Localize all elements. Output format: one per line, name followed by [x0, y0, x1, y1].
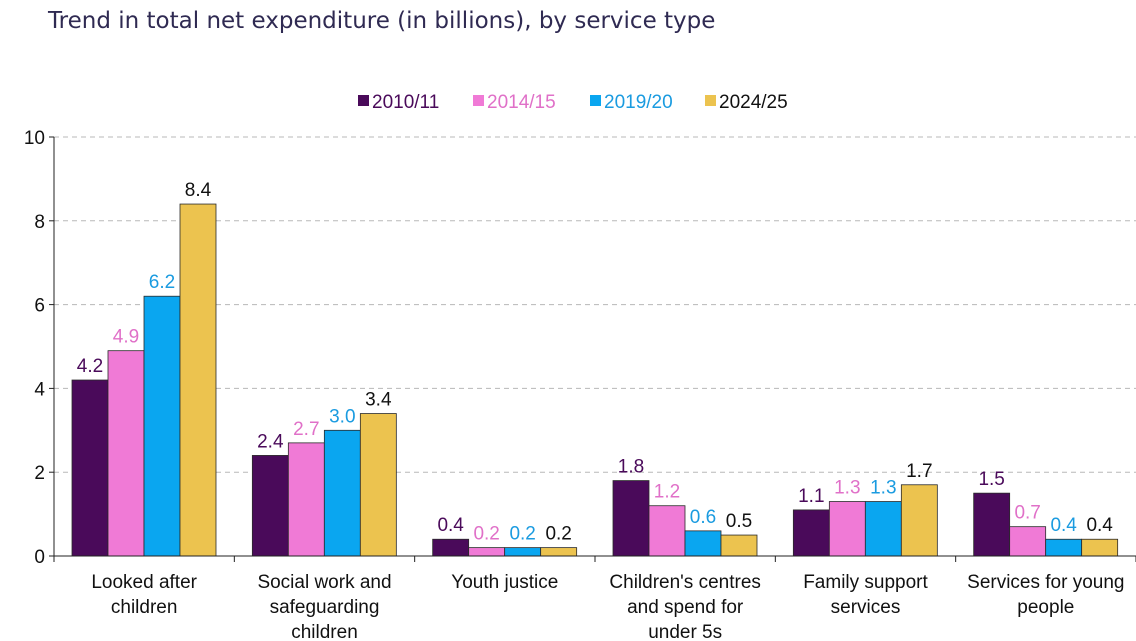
y-tick-label: 6	[34, 296, 45, 317]
data-label: 1.1	[798, 486, 824, 507]
legend-label: 2019/20	[604, 92, 673, 113]
legend-swatch	[358, 95, 369, 106]
bar-2014-15	[468, 547, 506, 557]
x-category-label: and spend for	[627, 597, 744, 618]
data-label: 1.5	[978, 469, 1004, 490]
data-label: 0.4	[1050, 515, 1077, 536]
bar-2019-20	[684, 530, 722, 557]
legend-label: 2014/15	[487, 92, 556, 113]
x-category-label: Family support	[803, 572, 928, 593]
data-label: 1.2	[654, 482, 680, 503]
chart-title: Trend in total net expenditure (in billi…	[48, 8, 716, 34]
bar-2019-20	[323, 429, 361, 557]
data-label: 0.5	[726, 511, 752, 532]
legend-swatch	[705, 95, 716, 106]
y-tick-label: 8	[34, 212, 45, 233]
bar-2024-25	[359, 413, 397, 557]
data-label: 0.4	[1086, 515, 1113, 536]
bar-2010-11	[792, 509, 830, 557]
data-label: 1.3	[870, 478, 896, 499]
bar-2019-20	[1045, 538, 1083, 557]
y-tick-label: 4	[34, 379, 45, 400]
data-label: 3.4	[365, 390, 392, 411]
legend-label: 2024/25	[719, 92, 788, 113]
bar-2014-15	[648, 505, 686, 557]
data-label: 6.2	[149, 272, 175, 293]
data-label: 2.7	[293, 419, 319, 440]
bar-2014-15	[1009, 526, 1047, 557]
y-tick-label: 10	[24, 128, 45, 149]
data-label: 1.3	[834, 478, 860, 499]
data-label: 8.4	[185, 180, 212, 201]
legend-swatch	[473, 95, 484, 106]
data-label: 0.7	[1014, 503, 1040, 524]
x-category-label: people	[1017, 597, 1074, 618]
y-tick-label: 2	[34, 463, 45, 484]
x-category-label: children	[291, 622, 358, 641]
bar-2019-20	[504, 547, 542, 557]
bar-2010-11	[71, 379, 109, 557]
legend-label: 2010/11	[372, 92, 439, 113]
x-category-label: safeguarding	[270, 597, 380, 618]
bar-2014-15	[287, 442, 325, 557]
bar-2010-11	[973, 492, 1011, 557]
data-label: 4.2	[77, 356, 103, 377]
x-category-label: Youth justice	[451, 572, 558, 593]
data-label: 1.8	[618, 457, 644, 478]
bar-2024-25	[720, 534, 758, 557]
x-category-label: Children's centres	[609, 572, 760, 593]
data-label: 2.4	[257, 431, 284, 452]
bar-2024-25	[900, 484, 938, 557]
x-category-label: children	[111, 597, 178, 618]
bar-2019-20	[143, 295, 181, 557]
data-label: 4.9	[113, 327, 139, 348]
data-label: 1.7	[906, 461, 932, 482]
data-label: 0.2	[473, 524, 499, 545]
bar-2014-15	[107, 350, 145, 557]
x-category-label: services	[831, 597, 901, 618]
data-label: 0.6	[690, 507, 716, 528]
bar-2010-11	[612, 480, 650, 557]
bar-2014-15	[828, 501, 866, 557]
bar-2010-11	[432, 538, 470, 557]
data-label: 3.0	[329, 406, 355, 427]
y-tick-label: 0	[34, 547, 45, 568]
x-category-label: under 5s	[648, 622, 722, 641]
bar-2024-25	[540, 547, 578, 557]
x-category-label: Social work and	[257, 572, 391, 593]
legend-swatch	[590, 95, 601, 106]
bar-2019-20	[864, 501, 902, 557]
x-category-label: Services for young	[967, 572, 1124, 593]
x-category-label: Looked after	[91, 572, 197, 593]
bar-2024-25	[179, 203, 217, 557]
bar-2024-25	[1081, 538, 1119, 557]
data-label: 0.2	[509, 524, 535, 545]
data-label: 0.2	[545, 524, 571, 545]
data-label: 0.4	[437, 515, 464, 536]
bar-2010-11	[251, 455, 289, 557]
